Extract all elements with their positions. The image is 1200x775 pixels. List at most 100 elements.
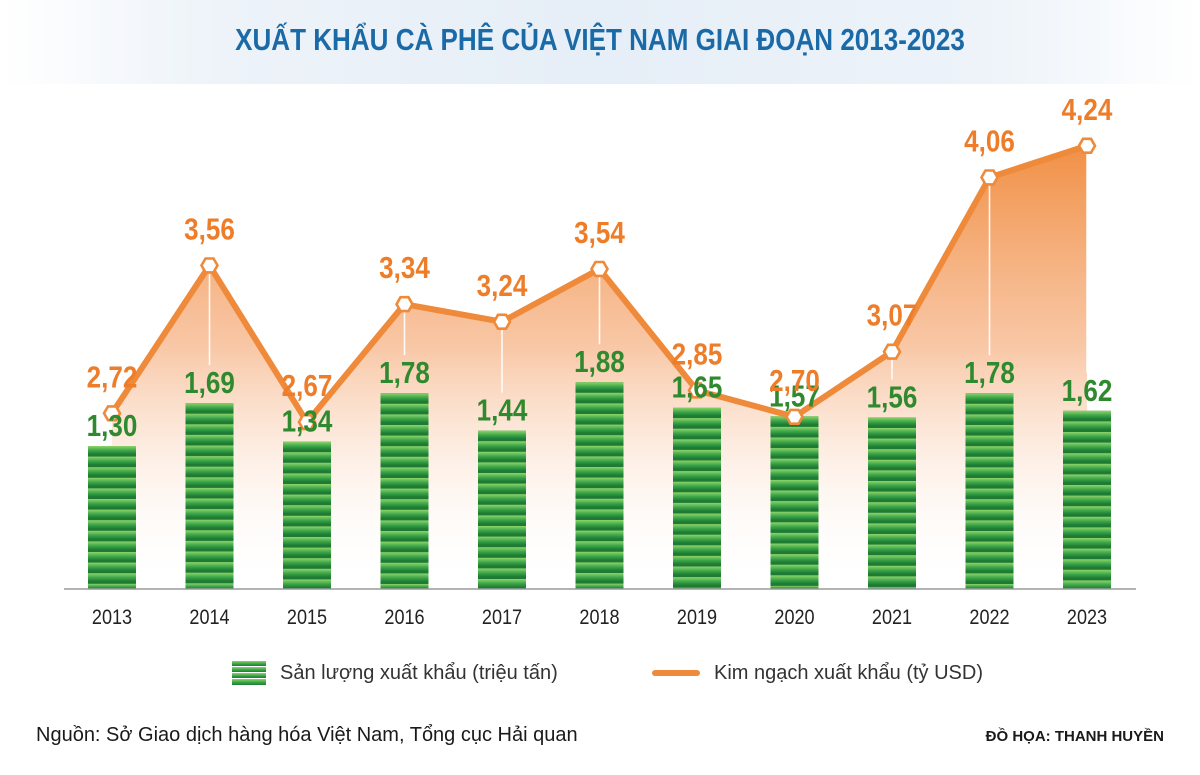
bar-2015 <box>283 441 331 589</box>
bar-slat <box>868 438 916 447</box>
bar-slat <box>380 425 429 434</box>
line-marker-2018 <box>590 260 609 278</box>
bar-slat <box>868 459 916 469</box>
bar-slat <box>283 452 331 461</box>
bar-value-label-2018: 1,88 <box>574 345 625 380</box>
line-area-fill <box>112 145 1087 589</box>
bar-slat <box>965 435 1014 444</box>
bar-slat <box>88 520 136 529</box>
bar-slat <box>88 530 136 540</box>
bar-slat <box>478 430 526 439</box>
bar-slat <box>185 466 234 476</box>
bar-2021 <box>868 417 916 589</box>
bar-2022 <box>965 393 1014 589</box>
bar-slat <box>575 509 624 518</box>
bar-slat <box>185 424 234 433</box>
bar-slat <box>770 543 819 552</box>
legend-line-label: Kim ngạch xuất khẩu (tỷ USD) <box>714 661 983 684</box>
bar-slat <box>770 490 819 499</box>
bar-slat <box>575 392 624 402</box>
bar-slat <box>965 467 1014 476</box>
bar-slat <box>185 509 234 518</box>
bar-slat <box>1063 538 1111 547</box>
bar-slat <box>770 511 819 521</box>
line-value-label-2013: 2,72 <box>87 360 138 395</box>
bar-slat <box>283 494 331 503</box>
bar-slat <box>1063 474 1111 483</box>
bar-slat <box>868 502 916 511</box>
x-tick-label-2015: 2015 <box>287 606 327 630</box>
bar-slat <box>673 492 721 501</box>
bar-slat <box>965 446 1014 455</box>
title-band <box>0 0 1200 84</box>
bar-slat <box>185 572 234 582</box>
bar-slat <box>770 585 819 589</box>
bar-slat <box>868 491 916 500</box>
bar-slat <box>868 512 916 522</box>
bar-slat <box>965 488 1014 497</box>
bar-slat <box>1063 432 1111 441</box>
bar-slat <box>380 520 429 529</box>
bar-slat <box>575 435 624 444</box>
bar-slat <box>88 541 136 550</box>
bar-slat <box>673 471 721 480</box>
bar-slat <box>478 441 526 450</box>
bar-slat <box>283 462 331 472</box>
bar-slat <box>1063 485 1111 494</box>
bar-slat <box>868 565 916 575</box>
bar-slat <box>965 520 1014 529</box>
chart-title: XUẤT KHẨU CÀ PHÊ CỦA VIỆT NAM GIAI ĐOẠN … <box>235 22 965 57</box>
bar-slat <box>380 446 429 455</box>
bar-slat <box>88 467 136 476</box>
line-value-label-2023: 4,24 <box>1062 93 1113 128</box>
line-value-label-2019: 2,85 <box>672 337 723 372</box>
bar-slat <box>673 555 721 565</box>
bar-slat <box>185 445 234 454</box>
bar-slat <box>88 509 136 518</box>
bar-slat <box>965 414 1014 423</box>
bar-slat <box>770 479 819 489</box>
bar-slat <box>868 534 916 543</box>
bar-slat <box>575 562 624 571</box>
bar-slat <box>478 536 526 545</box>
bar-slat <box>673 534 721 544</box>
bar-slat <box>575 456 624 465</box>
bar-slat <box>478 473 526 482</box>
bar-slat <box>88 562 136 571</box>
bar-slat <box>1063 495 1111 504</box>
bar-slat <box>965 531 1014 540</box>
bar-slat <box>575 583 624 589</box>
x-tick-label-2017: 2017 <box>482 606 522 630</box>
bar-slat <box>88 583 136 589</box>
bar-slat <box>283 579 331 588</box>
bar-slat <box>965 562 1014 572</box>
bar-slat <box>88 488 136 497</box>
bar-slat <box>185 540 234 550</box>
bar-slat <box>868 555 916 564</box>
bar-slat <box>380 584 429 589</box>
bar-slat <box>1063 580 1111 589</box>
bar-slat <box>575 477 624 486</box>
bar-slat <box>965 584 1014 589</box>
bar-slat <box>575 382 624 391</box>
bar-slat <box>185 403 234 412</box>
bar-slat <box>965 499 1014 508</box>
line-marker-2021 <box>882 343 902 360</box>
tick-layer: 2013 2014 2015 2016 2017 2018 2019 2020 2021 2022… <box>92 606 1107 630</box>
bar-slat <box>965 541 1014 550</box>
bar-slat <box>673 502 721 512</box>
line-marker-2015 <box>297 413 317 431</box>
bar-value-label-2020: 1,57 <box>769 379 820 414</box>
bar-slat <box>88 477 136 487</box>
x-tick-label-2016: 2016 <box>384 606 424 630</box>
bar-slat <box>575 498 624 508</box>
bar-2023 <box>1063 410 1111 589</box>
bar-slat <box>478 462 526 471</box>
bar-slat <box>770 448 819 457</box>
bar-slat <box>283 558 331 567</box>
bar-value-label-2019: 1,65 <box>672 370 723 405</box>
bar-slat <box>478 515 526 524</box>
bar-slat <box>673 418 721 427</box>
bar-slat <box>88 456 136 465</box>
x-tick-label-2014: 2014 <box>189 606 229 630</box>
